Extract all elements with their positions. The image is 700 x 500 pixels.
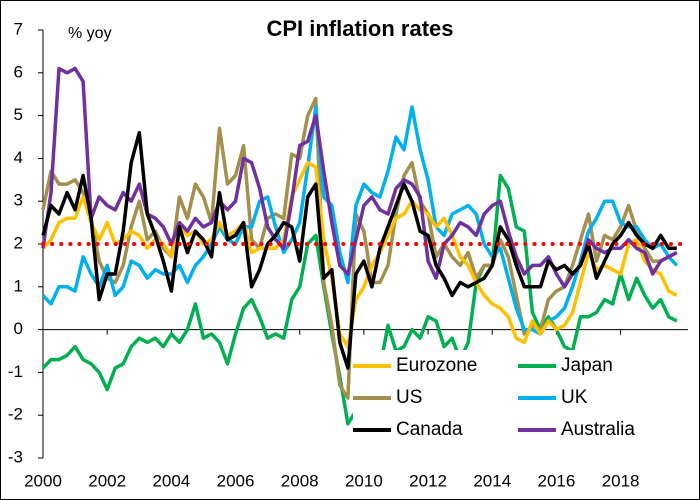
y-tick-label: -1 (8, 362, 23, 381)
x-tick-label: 2014 (473, 471, 511, 490)
x-tick-label: 2008 (281, 471, 319, 490)
y-tick-label: 3 (14, 191, 23, 210)
y-tick-label: 7 (14, 19, 23, 38)
y-tick-label: 6 (14, 62, 23, 81)
x-tick-label: 2016 (538, 471, 576, 490)
legend-label: Canada (396, 419, 463, 440)
legend-label: US (396, 387, 422, 408)
y-unit-label: % yoy (68, 25, 112, 42)
y-tick-label: 4 (14, 148, 23, 167)
series-line (41, 105, 679, 336)
x-tick-label: 2000 (24, 471, 62, 490)
y-tick-label: 1 (14, 276, 23, 295)
y-tick-label: 2 (14, 233, 23, 252)
x-tick-label: 2002 (88, 471, 126, 490)
y-tick-label: 0 (14, 319, 23, 338)
y-tick-label: -2 (8, 405, 23, 424)
y-tick-label: 5 (14, 105, 23, 124)
x-tick-label: 2018 (602, 471, 640, 490)
x-tick-label: 2010 (345, 471, 383, 490)
chart-title: CPI inflation rates (266, 16, 453, 41)
legend-label: Eurozone (396, 355, 477, 376)
series-line (41, 160, 678, 349)
legend-label: UK (561, 387, 588, 408)
x-tick-label: 2004 (152, 471, 190, 490)
legend-label: Australia (561, 419, 635, 440)
series-line (41, 130, 677, 370)
x-tick-label: 2012 (409, 471, 447, 490)
y-tick-label: -3 (8, 447, 23, 466)
x-tick-label: 2006 (217, 471, 255, 490)
legend-label: Japan (561, 355, 613, 376)
